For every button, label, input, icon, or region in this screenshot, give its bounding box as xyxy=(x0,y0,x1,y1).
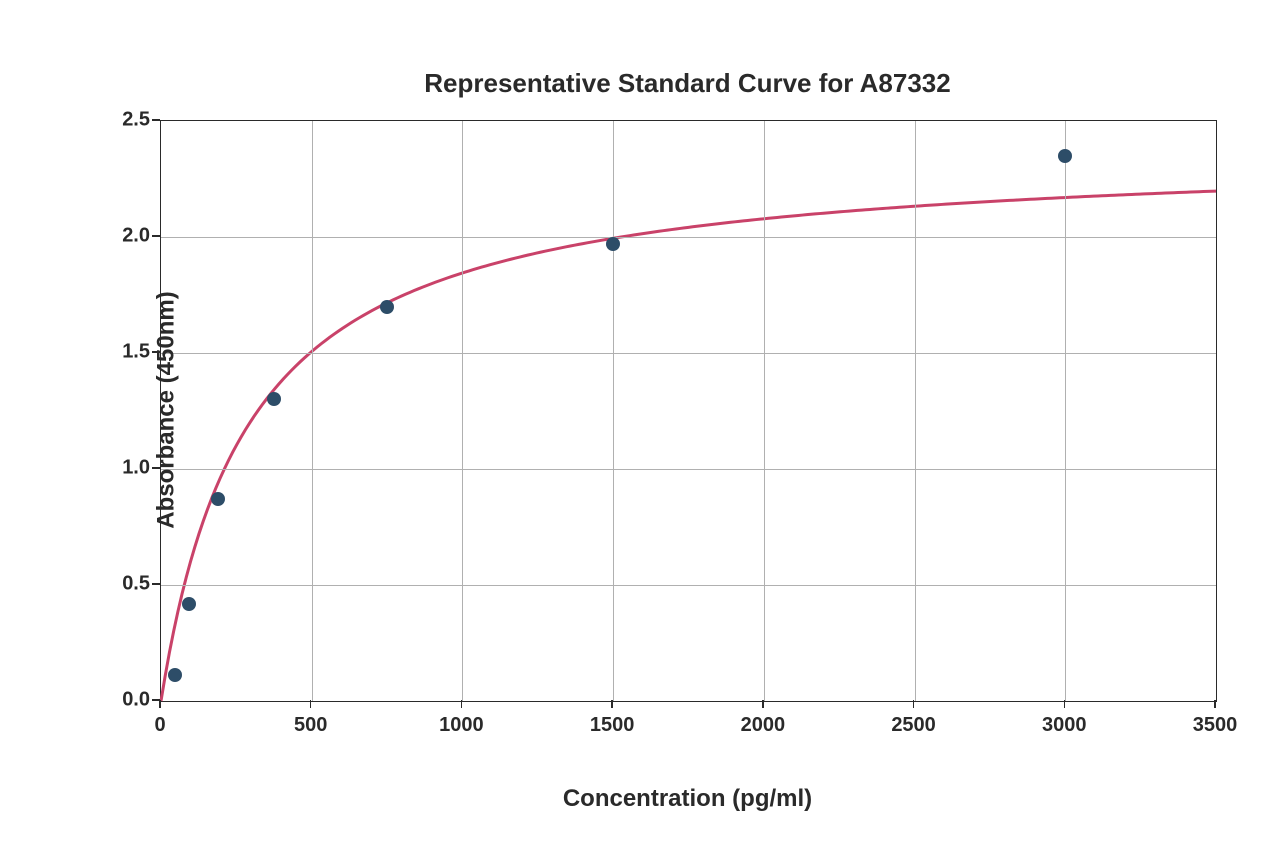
x-tick xyxy=(611,700,613,708)
data-point xyxy=(168,668,182,682)
plot-area xyxy=(160,120,1217,702)
gridline-h xyxy=(161,585,1216,586)
chart-container: Representative Standard Curve for A87332… xyxy=(0,0,1280,845)
y-tick xyxy=(152,235,160,237)
gridline-v xyxy=(312,121,313,701)
x-tick xyxy=(1214,700,1216,708)
gridline-v xyxy=(462,121,463,701)
gridline-v xyxy=(1065,121,1066,701)
x-tick xyxy=(1064,700,1066,708)
x-tick-label: 1000 xyxy=(439,714,484,737)
x-tick xyxy=(762,700,764,708)
y-tick-label: 2.0 xyxy=(110,225,150,248)
x-tick-label: 0 xyxy=(154,714,165,737)
data-point xyxy=(182,597,196,611)
data-point xyxy=(211,492,225,506)
x-tick-label: 3500 xyxy=(1193,714,1238,737)
y-tick-label: 0.0 xyxy=(110,689,150,712)
y-tick-label: 1.0 xyxy=(110,457,150,480)
y-tick xyxy=(152,351,160,353)
x-tick-label: 2500 xyxy=(891,714,936,737)
gridline-h xyxy=(161,237,1216,238)
y-axis-label: Absorbance (450nm) xyxy=(153,291,181,528)
x-tick xyxy=(913,700,915,708)
data-point xyxy=(606,237,620,251)
y-tick xyxy=(152,119,160,121)
x-tick-label: 2000 xyxy=(741,714,786,737)
data-point xyxy=(267,392,281,406)
x-tick-label: 1500 xyxy=(590,714,635,737)
x-tick xyxy=(310,700,312,708)
fit-curve-path xyxy=(161,191,1216,701)
x-tick-label: 3000 xyxy=(1042,714,1087,737)
y-tick xyxy=(152,467,160,469)
x-axis-label: Concentration (pg/ml) xyxy=(563,785,812,813)
data-point xyxy=(1058,149,1072,163)
chart-title: Representative Standard Curve for A87332 xyxy=(424,68,950,99)
gridline-v xyxy=(915,121,916,701)
data-point xyxy=(380,300,394,314)
y-tick-label: 1.5 xyxy=(110,341,150,364)
y-tick-label: 0.5 xyxy=(110,573,150,596)
gridline-h xyxy=(161,469,1216,470)
x-tick xyxy=(159,700,161,708)
x-tick xyxy=(461,700,463,708)
y-tick xyxy=(152,583,160,585)
fit-curve xyxy=(161,121,1216,701)
gridline-v xyxy=(613,121,614,701)
y-tick xyxy=(152,699,160,701)
gridline-v xyxy=(764,121,765,701)
x-tick-label: 500 xyxy=(294,714,327,737)
y-tick-label: 2.5 xyxy=(110,109,150,132)
gridline-h xyxy=(161,353,1216,354)
